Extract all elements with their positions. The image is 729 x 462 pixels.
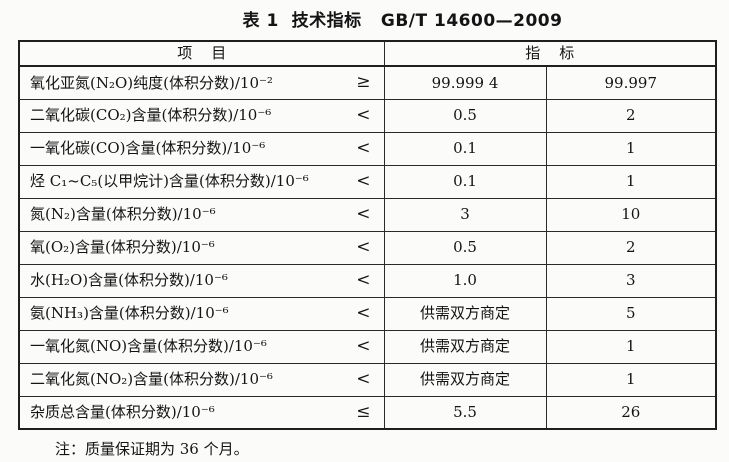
row-comparison-symbol: < xyxy=(339,98,385,133)
row-comparison-symbol: < xyxy=(339,362,385,397)
row-value-1: 供需双方商定 xyxy=(383,329,547,364)
table-row: 一氧化氮(NO)含量(体积分数)/10⁻⁶ < 供需双方商定 1 xyxy=(18,329,717,364)
row-value-2: 2 xyxy=(545,98,717,133)
row-value-1: 0.1 xyxy=(383,131,547,166)
row-value-2: 26 xyxy=(545,395,717,430)
row-comparison-symbol: ≤ xyxy=(339,395,385,430)
row-comparison-symbol: ≥ xyxy=(339,65,385,100)
row-value-1: 0.5 xyxy=(383,230,547,265)
table-row: 水(H₂O)含量(体积分数)/10⁻⁶ < 1.0 3 xyxy=(18,263,717,298)
table-note: 注：质量保证期为 36 个月。 xyxy=(55,440,249,458)
row-value-2: 1 xyxy=(545,131,717,166)
row-value-2: 1 xyxy=(545,164,717,199)
table-row: 二氧化氮(NO₂)含量(体积分数)/10⁻⁶ < 供需双方商定 1 xyxy=(18,362,717,397)
table-row: 氧(O₂)含量(体积分数)/10⁻⁶ < 0.5 2 xyxy=(18,230,717,265)
row-value-1: 供需双方商定 xyxy=(383,296,547,331)
row-value-1: 0.5 xyxy=(383,98,547,133)
row-comparison-symbol: < xyxy=(339,230,385,265)
row-comparison-symbol: < xyxy=(339,296,385,331)
row-value-1: 3 xyxy=(383,197,547,232)
row-value-2: 1 xyxy=(545,362,717,397)
row-value-1: 5.5 xyxy=(383,395,547,430)
row-item-label: 氨(NH₃)含量(体积分数)/10⁻⁶ xyxy=(18,296,339,331)
row-item-label: 一氧化碳(CO)含量(体积分数)/10⁻⁶ xyxy=(18,131,339,166)
row-item-label: 杂质总含量(体积分数)/10⁻⁶ xyxy=(18,395,339,430)
row-value-1: 供需双方商定 xyxy=(383,362,547,397)
header-item: 项 目 xyxy=(18,40,385,67)
table-title: 表 1 技术指标 GB/T 14600—2009 xyxy=(242,11,563,31)
row-comparison-symbol: < xyxy=(339,197,385,232)
table-row: 烃 C₁~C₅(以甲烷计)含量(体积分数)/10⁻⁶ < 0.1 1 xyxy=(18,164,717,199)
header-row: 项 目 指 标 xyxy=(18,40,717,67)
table-row: 杂质总含量(体积分数)/10⁻⁶ ≤ 5.5 26 xyxy=(18,395,717,430)
row-item-label: 水(H₂O)含量(体积分数)/10⁻⁶ xyxy=(18,263,339,298)
row-item-label: 一氧化氮(NO)含量(体积分数)/10⁻⁶ xyxy=(18,329,339,364)
row-comparison-symbol: < xyxy=(339,263,385,298)
table-row: 一氧化碳(CO)含量(体积分数)/10⁻⁶ < 0.1 1 xyxy=(18,131,717,166)
row-value-2: 3 xyxy=(545,263,717,298)
row-value-2: 5 xyxy=(545,296,717,331)
row-item-label: 氧(O₂)含量(体积分数)/10⁻⁶ xyxy=(18,230,339,265)
row-item-label: 烃 C₁~C₅(以甲烷计)含量(体积分数)/10⁻⁶ xyxy=(18,164,339,199)
table-row: 氮(N₂)含量(体积分数)/10⁻⁶ < 3 10 xyxy=(18,197,717,232)
row-item-label: 氮(N₂)含量(体积分数)/10⁻⁶ xyxy=(18,197,339,232)
row-item-label: 二氧化碳(CO₂)含量(体积分数)/10⁻⁶ xyxy=(18,98,339,133)
table-row: 氧化亚氮(N₂O)纯度(体积分数)/10⁻² ≥ 99.999 4 99.997 xyxy=(18,65,717,100)
row-value-1: 1.0 xyxy=(383,263,547,298)
row-comparison-symbol: < xyxy=(339,164,385,199)
row-value-1: 99.999 4 xyxy=(383,65,547,100)
row-value-2: 10 xyxy=(545,197,717,232)
row-comparison-symbol: < xyxy=(339,329,385,364)
row-value-1: 0.1 xyxy=(383,164,547,199)
row-comparison-symbol: < xyxy=(339,131,385,166)
row-item-label: 二氧化氮(NO₂)含量(体积分数)/10⁻⁶ xyxy=(18,362,339,397)
header-indicator: 指 标 xyxy=(383,40,717,67)
row-value-2: 2 xyxy=(545,230,717,265)
row-value-2: 1 xyxy=(545,329,717,364)
spec-table: 项 目 指 标 氧化亚氮(N₂O)纯度(体积分数)/10⁻² ≥ 99.999 … xyxy=(18,40,718,430)
row-item-label: 氧化亚氮(N₂O)纯度(体积分数)/10⁻² xyxy=(18,65,339,100)
row-value-2: 99.997 xyxy=(545,65,717,100)
table-row: 二氧化碳(CO₂)含量(体积分数)/10⁻⁶ < 0.5 2 xyxy=(18,98,717,133)
table-row: 氨(NH₃)含量(体积分数)/10⁻⁶ < 供需双方商定 5 xyxy=(18,296,717,331)
